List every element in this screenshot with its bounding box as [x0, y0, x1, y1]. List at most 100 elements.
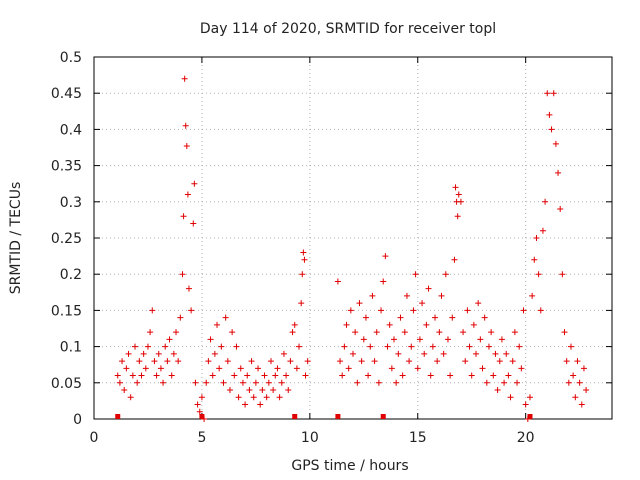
data-point: [157, 365, 164, 372]
data-point: [570, 372, 577, 379]
data-point: [334, 278, 341, 285]
data-point: [181, 75, 188, 82]
data-point: [347, 307, 354, 314]
data-point: [182, 122, 189, 129]
data-point: [399, 372, 406, 379]
data-point: [488, 329, 495, 336]
data-point: [563, 358, 570, 365]
y-axis-label: SRMTID / TECUs: [8, 182, 24, 295]
data-point: [444, 336, 451, 343]
data-point: [452, 184, 459, 191]
data-point: [492, 350, 499, 357]
data-point: [257, 401, 264, 408]
data-point: [166, 336, 173, 343]
zero-marker: [115, 414, 121, 419]
data-point: [237, 365, 244, 372]
data-point: [533, 235, 540, 241]
data-point: [580, 365, 587, 372]
data-point: [144, 343, 151, 350]
data-point: [248, 358, 255, 365]
chart-title: Day 114 of 2020, SRMTID for receiver top…: [200, 21, 496, 37]
data-point: [140, 350, 147, 357]
data-point: [278, 379, 285, 386]
data-point: [267, 358, 274, 365]
data-point: [464, 307, 471, 314]
data-point: [235, 394, 242, 401]
data-point: [434, 358, 441, 365]
data-point: [205, 358, 212, 365]
data-point: [270, 387, 277, 394]
zero-marker: [335, 414, 341, 419]
data-point: [421, 350, 428, 357]
grid-lines: [94, 57, 612, 419]
data-point: [192, 379, 199, 386]
y-tick-label: 0.4: [60, 122, 82, 138]
data-point: [572, 394, 579, 401]
data-point: [276, 394, 283, 401]
data-point: [514, 379, 521, 386]
data-point: [261, 372, 268, 379]
data-point: [142, 365, 149, 372]
data-point: [296, 343, 303, 350]
data-point: [548, 126, 555, 133]
data-point: [125, 350, 132, 357]
data-point: [518, 365, 525, 372]
data-point: [516, 343, 523, 350]
data-point: [272, 372, 279, 379]
data-point: [287, 358, 294, 365]
data-point: [378, 307, 385, 314]
data-point: [229, 329, 236, 336]
data-point: [416, 336, 423, 343]
zero-marker: [380, 414, 386, 419]
data-point: [114, 372, 121, 379]
data-point: [209, 372, 216, 379]
data-point: [429, 343, 436, 350]
data-point: [382, 253, 389, 260]
data-point: [116, 379, 123, 386]
data-point: [403, 292, 410, 299]
data-point: [529, 292, 536, 299]
data-point: [239, 379, 246, 386]
data-point: [354, 379, 361, 386]
data-point: [494, 387, 501, 394]
data-point: [242, 401, 249, 408]
data-point: [425, 285, 432, 292]
data-point: [136, 358, 143, 365]
x-tick-label: 20: [517, 430, 535, 446]
data-point: [160, 379, 167, 386]
data-point: [535, 271, 542, 278]
data-point: [462, 358, 469, 365]
data-point: [393, 379, 400, 386]
data-point: [265, 379, 272, 386]
data-point: [134, 379, 141, 386]
data-point: [188, 307, 195, 314]
data-point: [274, 365, 281, 372]
data-point: [153, 372, 160, 379]
data-point: [345, 365, 352, 372]
data-point: [432, 314, 439, 321]
data-point: [473, 350, 480, 357]
data-point: [162, 343, 169, 350]
data-point: [184, 191, 191, 198]
data-point: [252, 379, 259, 386]
data-point: [423, 321, 430, 328]
data-point: [539, 227, 546, 234]
data-point: [436, 329, 443, 336]
data-point: [177, 314, 184, 321]
data-point: [451, 256, 458, 263]
data-point: [498, 336, 505, 343]
data-point: [526, 394, 533, 401]
data-point: [567, 343, 574, 350]
data-point: [151, 358, 158, 365]
data-point: [185, 285, 192, 292]
data-points: [114, 75, 590, 422]
zero-marker: [527, 414, 533, 419]
x-tick-label: 10: [301, 430, 319, 446]
data-point: [550, 90, 557, 97]
data-point: [216, 365, 223, 372]
data-point: [127, 394, 134, 401]
x-tick-label: 0: [90, 430, 99, 446]
data-point: [300, 249, 307, 256]
data-point: [358, 358, 365, 365]
